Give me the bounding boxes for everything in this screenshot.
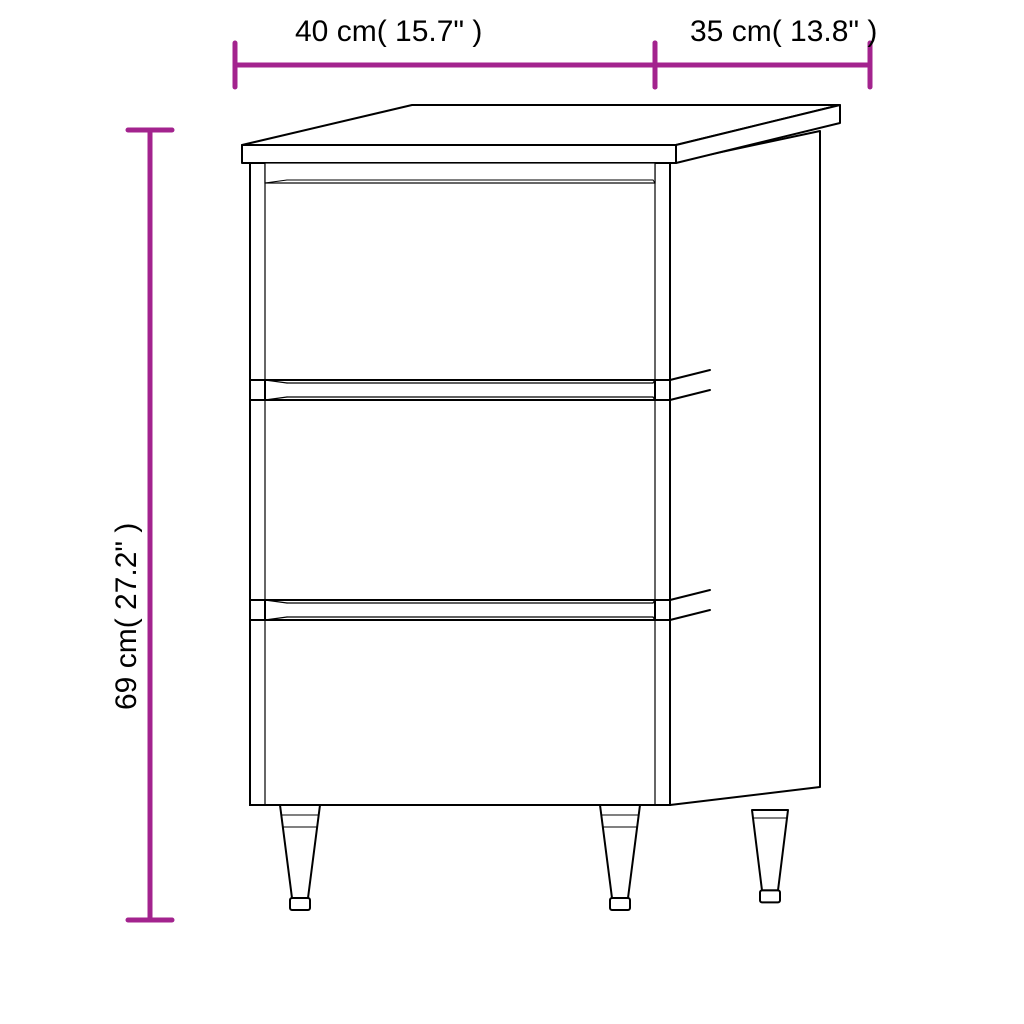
dimension-width-label: 40 cm( 15.7" ) — [295, 15, 482, 49]
diagram-stage: 40 cm( 15.7" ) 35 cm( 13.8" ) 69 cm( 27.… — [0, 0, 1024, 1024]
dimension-drawing — [0, 0, 1024, 1024]
dimension-height-label: 69 cm( 27.2" ) — [110, 523, 144, 710]
dimension-depth-label: 35 cm( 13.8" ) — [690, 15, 877, 49]
